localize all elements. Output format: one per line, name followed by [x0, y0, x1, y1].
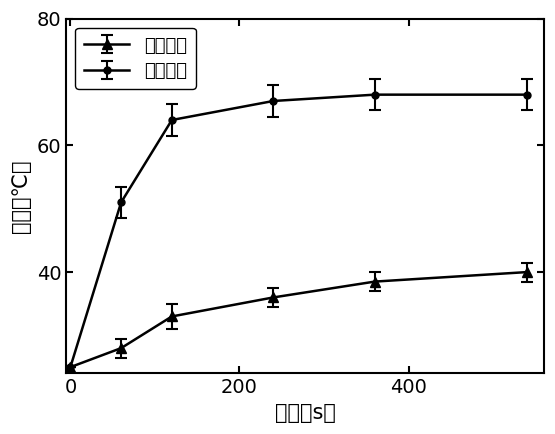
Legend: 溶液温度, 微观温度: 溶液温度, 微观温度: [75, 28, 196, 89]
X-axis label: 时间（s）: 时间（s）: [275, 403, 335, 423]
Y-axis label: 温度（℃）: 温度（℃）: [11, 159, 31, 233]
